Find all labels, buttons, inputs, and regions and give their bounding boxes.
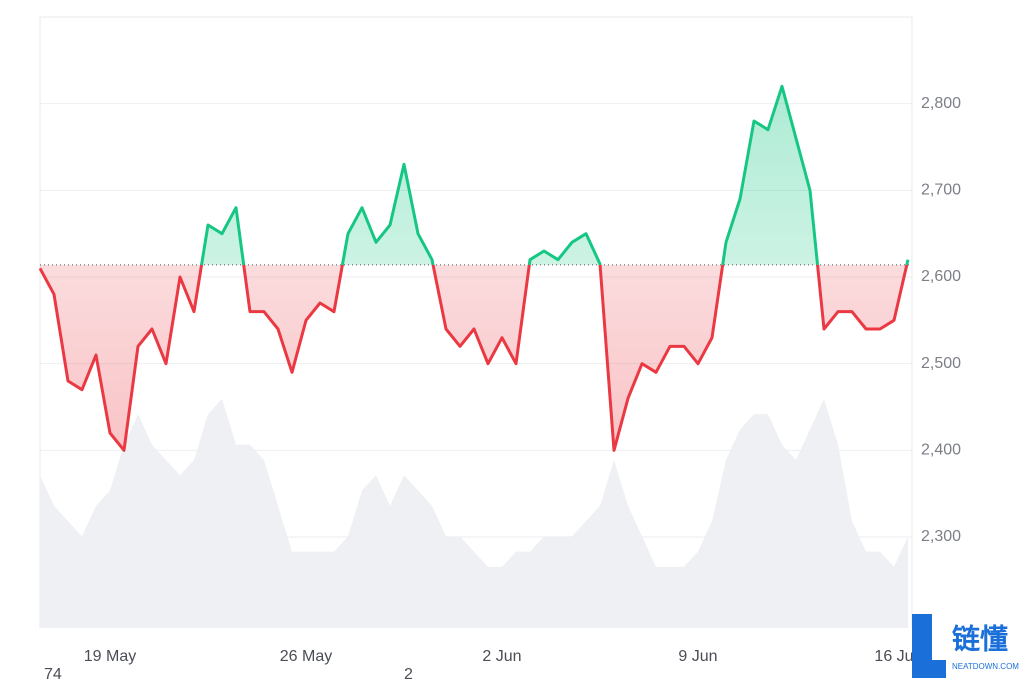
footer-label: 74 xyxy=(44,666,62,683)
area-up xyxy=(201,86,908,265)
y-tick-label: 2,300 xyxy=(921,528,961,545)
y-tick-label: 2,700 xyxy=(921,182,961,199)
y-tick-label: 2,500 xyxy=(921,355,961,372)
x-tick-label: 2 Jun xyxy=(482,648,521,665)
watermark-subtitle: NEATDOWN.COM xyxy=(952,662,1019,671)
volume-area xyxy=(40,398,908,628)
price-line-up xyxy=(200,84,910,265)
y-tick-label: 2,600 xyxy=(921,268,961,285)
logo-mark xyxy=(920,660,946,678)
x-tick-label: 9 Jun xyxy=(678,648,717,665)
footer-label: 2 xyxy=(404,666,413,683)
price-line-down xyxy=(38,264,909,452)
x-tick-label: 19 May xyxy=(84,648,136,665)
watermark-title: 链懂 xyxy=(952,623,1008,654)
x-tick-label: 16 Ju xyxy=(874,648,913,665)
y-tick-label: 2,800 xyxy=(921,95,961,112)
y-tick-label: 2,400 xyxy=(921,442,961,459)
x-tick-label: 26 May xyxy=(280,648,332,665)
